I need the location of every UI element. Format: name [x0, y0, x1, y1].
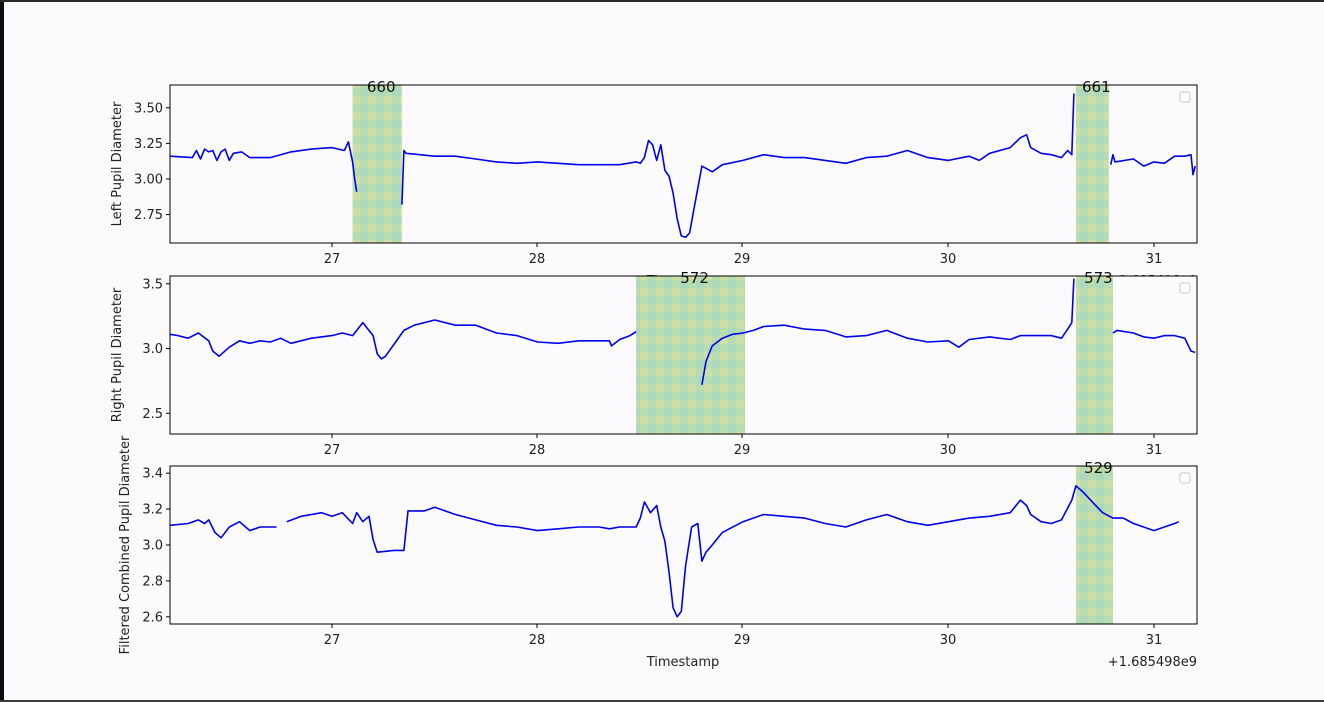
- y-axis-label: Right Pupil Diameter: [110, 287, 125, 422]
- y-tick-label: 2.8: [142, 574, 163, 589]
- highlight-label: 529: [1084, 459, 1113, 477]
- window-bottom-border: [0, 700, 1324, 702]
- x-tick-label: 29: [734, 443, 751, 458]
- series-line: [701, 278, 1075, 385]
- series-line: [169, 141, 358, 192]
- x-tick-label: 29: [734, 252, 751, 267]
- y-tick-label: 3.25: [134, 137, 163, 152]
- highlight-label: 661: [1082, 78, 1111, 96]
- y-tick-label: 3.2: [142, 503, 163, 518]
- subplot-1: 660 661 27 28 29 30 31 2.75 3.00 3.25 3.50 Left Pup…: [110, 78, 1198, 289]
- x-axis-label: Timestamp: [646, 655, 720, 670]
- x-tick-label: 28: [529, 252, 546, 267]
- y-tick-label: 3.4: [142, 467, 163, 482]
- x-tick-label: 27: [324, 443, 341, 458]
- x-tick-label: 31: [1146, 633, 1163, 648]
- x-tick-label: 29: [734, 633, 751, 648]
- y-tick-label: 3.50: [134, 101, 163, 116]
- x-tick-label: 27: [324, 633, 341, 648]
- window-top-border: [0, 0, 1324, 2]
- y-tick-label: 3.5: [142, 277, 163, 292]
- legend-box: [1179, 282, 1191, 294]
- axes-frame: [169, 84, 1198, 244]
- series-line: [169, 519, 277, 539]
- series-line: [286, 484, 1180, 618]
- y-tick-label: 3.0: [142, 539, 163, 554]
- x-tick-label: 31: [1146, 252, 1163, 267]
- series-line: [169, 319, 637, 360]
- x-tick-label: 27: [324, 252, 341, 267]
- y-tick-label: 3.0: [142, 342, 163, 357]
- plot-area: [170, 85, 1197, 243]
- series-line: [401, 93, 1075, 239]
- subplot-2: 572 573 27 28 29 30 31 2.5 3.0 3.5 Right Pupil Dia…: [110, 269, 1198, 480]
- highlight-label: 573: [1084, 269, 1113, 287]
- series-line: [1112, 329, 1196, 354]
- x-tick-label: 31: [1146, 443, 1163, 458]
- highlight-band: [352, 85, 402, 243]
- axes-frame: [169, 275, 1198, 435]
- y-tick-label: 2.5: [142, 407, 163, 422]
- y-axis-label: Filtered Combined Pupil Diameter: [118, 435, 133, 654]
- legend-box: [1179, 472, 1191, 484]
- highlight-label: 572: [680, 269, 709, 287]
- y-tick-label: 3.00: [134, 172, 163, 187]
- legend-box: [1179, 91, 1191, 103]
- highlight-label: 660: [367, 78, 396, 96]
- subplot-3: 529 27 28 29 30 31 2.6 2.8 3.0 3.2 3.4 Filtered Com…: [118, 435, 1198, 670]
- y-tick-label: 2.6: [142, 610, 163, 625]
- plot-area: [170, 466, 1197, 624]
- x-tick-label: 30: [940, 633, 957, 648]
- y-tick-label: 2.75: [134, 208, 163, 223]
- series-line: [1110, 153, 1196, 176]
- y-axis-label: Left Pupil Diameter: [110, 101, 125, 226]
- highlight-band: [1075, 85, 1109, 243]
- highlight-band: [636, 276, 746, 434]
- x-tick-label: 28: [529, 443, 546, 458]
- x-tick-label: 30: [940, 443, 957, 458]
- highlight-band: [1075, 466, 1113, 624]
- offset-text: +1.685498e9: [1108, 655, 1197, 670]
- x-tick-label: 28: [529, 633, 546, 648]
- x-tick-label: 30: [940, 252, 957, 267]
- highlight-band: [1075, 276, 1113, 434]
- desktop-edge: [0, 0, 4, 702]
